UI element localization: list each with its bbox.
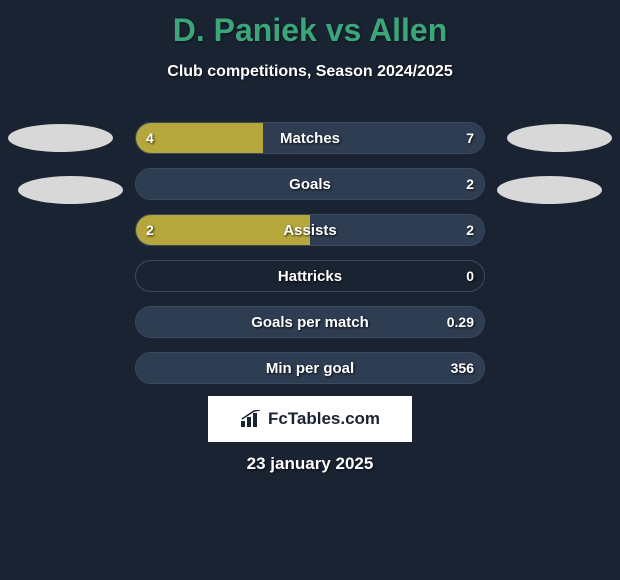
bar-value-right: 0.29 bbox=[447, 307, 474, 337]
bar-label: Goals bbox=[136, 169, 484, 199]
bar-row-hattricks: Hattricks 0 bbox=[135, 260, 485, 292]
bar-row-matches: 4 Matches 7 bbox=[135, 122, 485, 154]
team-left-logo-placeholder bbox=[8, 124, 113, 152]
page-subtitle: Club competitions, Season 2024/2025 bbox=[0, 63, 620, 81]
bar-label: Goals per match bbox=[136, 307, 484, 337]
bar-row-min-per-goal: Min per goal 356 bbox=[135, 352, 485, 384]
comparison-bars: 4 Matches 7 Goals 2 2 Assists 2 Hattrick… bbox=[135, 122, 485, 398]
bar-label: Min per goal bbox=[136, 353, 484, 383]
brand-badge: FcTables.com bbox=[208, 396, 412, 442]
team-left-badge-placeholder bbox=[18, 176, 123, 204]
brand-chart-icon bbox=[240, 410, 262, 428]
bar-value-right: 0 bbox=[466, 261, 474, 291]
bar-value-right: 7 bbox=[466, 123, 474, 153]
date-label: 23 january 2025 bbox=[0, 454, 620, 474]
bar-value-right: 356 bbox=[451, 353, 474, 383]
team-right-badge-placeholder bbox=[497, 176, 602, 204]
brand-text: FcTables.com bbox=[268, 409, 380, 429]
bar-row-goals: Goals 2 bbox=[135, 168, 485, 200]
bar-label: Matches bbox=[136, 123, 484, 153]
bar-label: Assists bbox=[136, 215, 484, 245]
bar-row-goals-per-match: Goals per match 0.29 bbox=[135, 306, 485, 338]
bar-value-right: 2 bbox=[466, 215, 474, 245]
bar-value-right: 2 bbox=[466, 169, 474, 199]
bar-label: Hattricks bbox=[136, 261, 484, 291]
team-right-logo-placeholder bbox=[507, 124, 612, 152]
page-title: D. Paniek vs Allen bbox=[0, 0, 620, 49]
bar-row-assists: 2 Assists 2 bbox=[135, 214, 485, 246]
